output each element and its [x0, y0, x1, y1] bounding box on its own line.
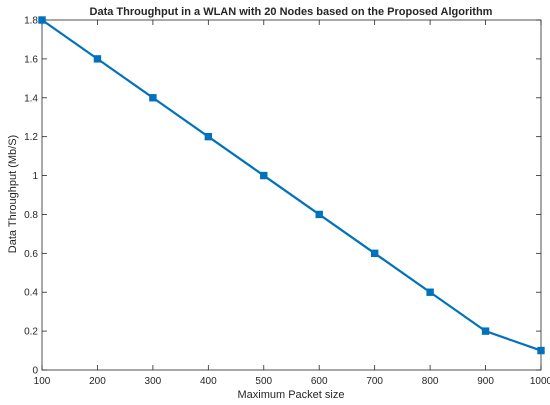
- x-tick-label: 500: [255, 376, 272, 387]
- x-tick-label: 200: [89, 376, 106, 387]
- data-point: [315, 210, 323, 219]
- x-tick-label: 400: [200, 376, 217, 387]
- x-tick-label: 600: [311, 376, 328, 387]
- data-point: [426, 288, 434, 296]
- y-tick-label: 1: [32, 171, 38, 182]
- x-tick-label: 100: [34, 376, 51, 387]
- plot-area: 100 200 300 400 500 600 700 800 900 1000 0 0.2 0.4 0.…: [24, 16, 550, 388]
- y-axis-label: Data Throughput (Mb/S): [7, 135, 19, 253]
- x-axis-label: Maximum Packet size: [238, 389, 345, 401]
- y-tick-label: 1.4: [24, 93, 38, 104]
- y-tick-label: 0.4: [24, 288, 38, 299]
- data-point: [537, 346, 545, 355]
- y-tick-label: 1.6: [24, 54, 38, 65]
- chart-title: Data Throughput in a WLAN with 20 Nodes …: [90, 6, 493, 18]
- y-tick-label: 0.8: [24, 210, 38, 221]
- y-tick-label: 0.2: [24, 327, 38, 338]
- data-point: [260, 171, 268, 180]
- data-point: [204, 132, 213, 141]
- data-point: [481, 327, 490, 335]
- data-point: [38, 16, 46, 24]
- y-tick-label: 0.6: [24, 249, 38, 260]
- data-point: [149, 94, 157, 102]
- x-tick-label: 700: [366, 376, 383, 387]
- y-tick-label: 1.8: [24, 16, 38, 27]
- x-tick-label: 900: [477, 376, 494, 387]
- x-tick-label: 800: [422, 376, 439, 387]
- y-tick-label: 1.2: [24, 132, 38, 143]
- data-point: [93, 55, 102, 63]
- x-tick-label: 1000: [530, 376, 550, 387]
- data-point: [370, 249, 379, 258]
- x-tick-label: 300: [145, 376, 162, 387]
- y-tick-label: 0: [32, 366, 38, 377]
- series-line: [41, 19, 542, 352]
